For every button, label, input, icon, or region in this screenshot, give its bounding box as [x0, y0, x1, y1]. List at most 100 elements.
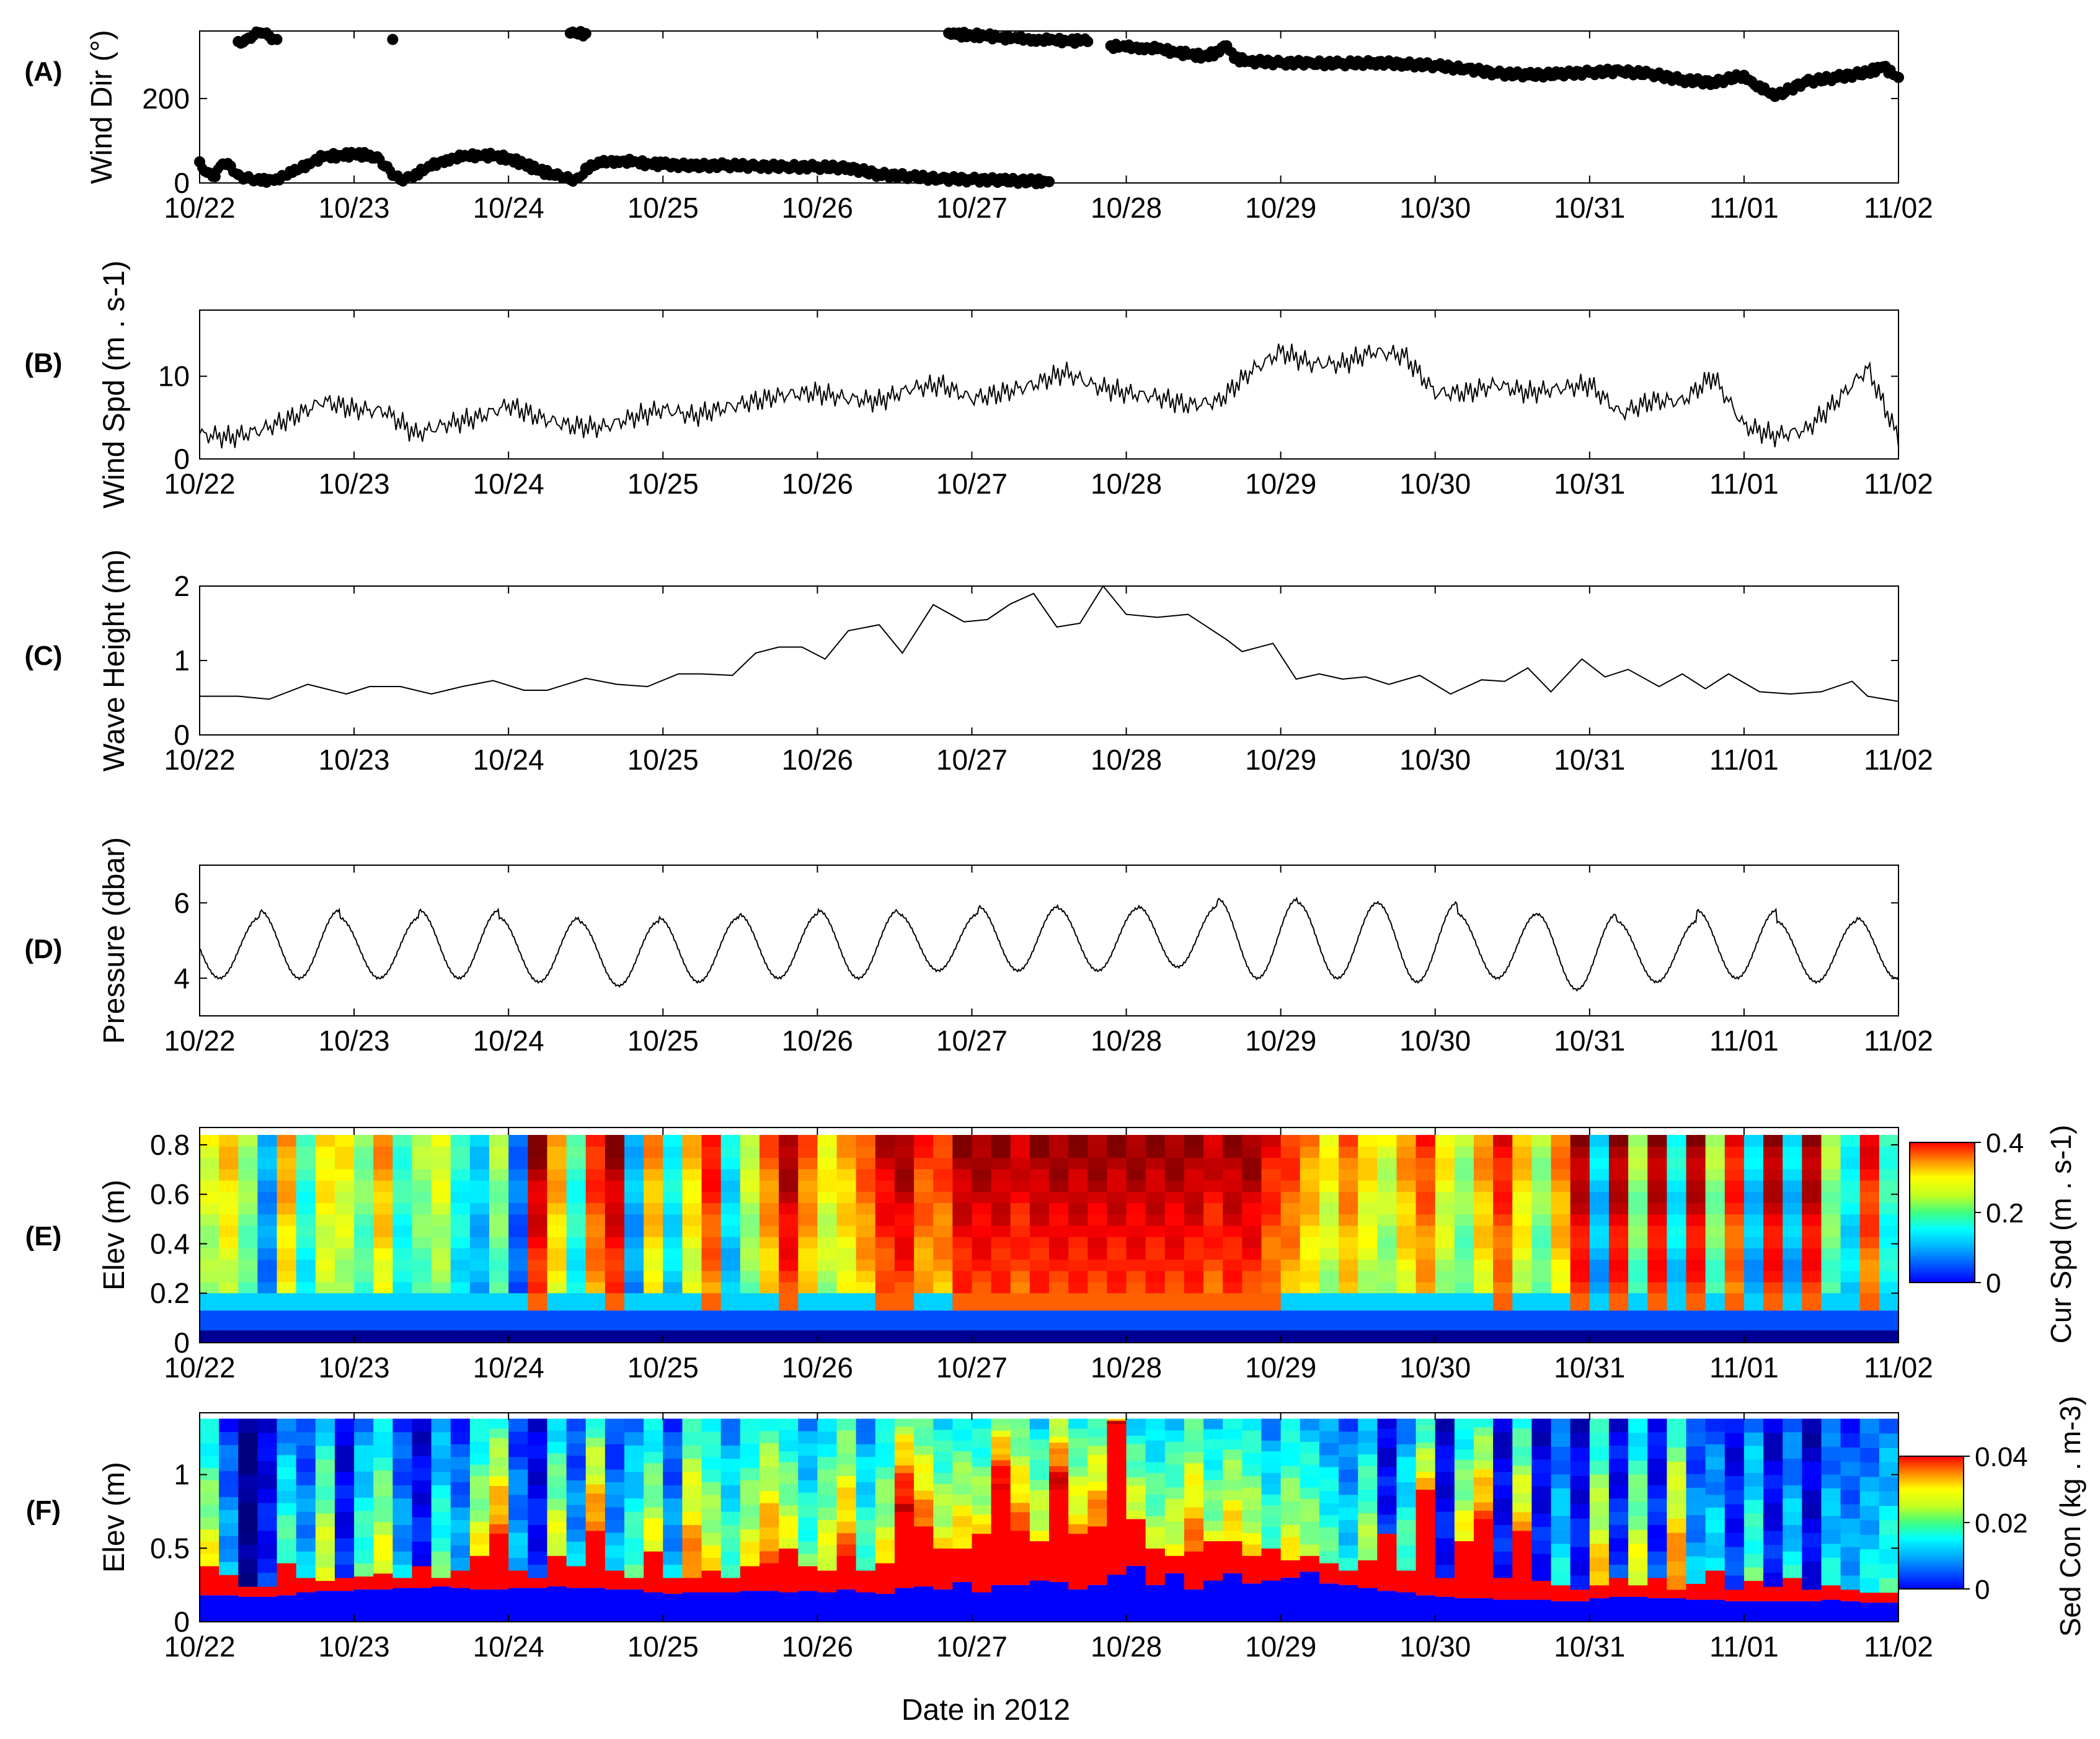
heatmap-cell — [856, 1281, 876, 1294]
heatmap-cell — [547, 1487, 567, 1499]
heatmap-cell — [720, 1270, 741, 1283]
heatmap-cell — [1010, 1281, 1030, 1294]
heatmap-cell — [991, 1454, 1011, 1461]
heatmap-cell — [1164, 1270, 1185, 1283]
heatmap-cell — [1802, 1433, 1822, 1448]
heatmap-cell — [219, 1146, 239, 1159]
heatmap-cell — [682, 1225, 702, 1237]
heatmap-cell — [1029, 1237, 1050, 1248]
heatmap-cell — [1454, 1270, 1474, 1283]
heatmap-cell — [1088, 1585, 1108, 1622]
heatmap-cell — [605, 1270, 625, 1283]
axes-box — [199, 1127, 1899, 1343]
heatmap-cell — [1763, 1572, 1783, 1587]
heatmap-cell — [1821, 1310, 1841, 1331]
heatmap-cell — [1126, 1418, 1146, 1428]
heatmap-cell — [1859, 1203, 1880, 1215]
heatmap-cell — [914, 1463, 934, 1473]
heatmap-cell — [1319, 1330, 1339, 1343]
heatmap-cell — [1300, 1475, 1320, 1488]
heatmap-cell — [1184, 1506, 1204, 1519]
heatmap-cell — [1589, 1259, 1610, 1271]
heatmap-cell — [277, 1430, 297, 1443]
heatmap-cell — [701, 1545, 722, 1559]
heatmap-cell — [450, 1507, 471, 1521]
heatmap-cell — [914, 1436, 934, 1446]
heatmap-cell — [1821, 1134, 1841, 1147]
heatmap-cell — [373, 1470, 393, 1483]
heatmap-cell — [334, 1524, 355, 1539]
x-tick-label: 10/24 — [473, 1351, 544, 1384]
heatmap-cell — [528, 1485, 548, 1499]
heatmap-cell — [200, 1310, 219, 1331]
heatmap-cell — [856, 1191, 876, 1203]
heatmap-cell — [798, 1281, 818, 1294]
heatmap-cell — [798, 1492, 818, 1505]
heatmap-cell — [1339, 1146, 1358, 1159]
heatmap-cell — [1300, 1270, 1320, 1283]
heatmap-cell — [1088, 1248, 1108, 1260]
heatmap-cell — [1126, 1485, 1146, 1495]
heatmap-cell — [1840, 1490, 1861, 1505]
heatmap-cell — [585, 1588, 606, 1622]
heatmap-cell — [836, 1544, 857, 1556]
heatmap-cell — [1821, 1571, 1841, 1586]
heatmap-cell — [1879, 1214, 1899, 1226]
heatmap-cell — [1821, 1293, 1841, 1311]
heatmap-cell — [1783, 1458, 1802, 1472]
heatmap-cell — [200, 1529, 219, 1542]
heatmap-cell — [1512, 1134, 1533, 1147]
heatmap-cell — [875, 1157, 895, 1170]
heatmap-cell — [489, 1505, 509, 1515]
heatmap-cell — [817, 1469, 838, 1482]
heatmap-cell — [585, 1191, 606, 1203]
heatmap-cell — [663, 1157, 683, 1170]
heatmap-cell — [1474, 1293, 1494, 1311]
heatmap-cell — [1647, 1564, 1667, 1578]
heatmap-cell — [1319, 1146, 1339, 1159]
heatmap-cell — [219, 1168, 239, 1181]
heatmap-cell — [1879, 1281, 1899, 1294]
heatmap-cell — [1570, 1225, 1590, 1237]
heatmap-cell — [392, 1498, 413, 1512]
heatmap-cell — [1743, 1270, 1764, 1283]
heatmap-cell — [1821, 1543, 1841, 1558]
heatmap-cell — [1859, 1225, 1880, 1237]
heatmap-cell — [1049, 1180, 1069, 1192]
heatmap-cell — [1589, 1543, 1610, 1558]
heatmap-cell — [1242, 1157, 1262, 1170]
heatmap-cell — [914, 1157, 934, 1170]
heatmap-cell — [373, 1547, 393, 1561]
heatmap-cell — [624, 1203, 644, 1215]
heatmap-cell — [1647, 1248, 1667, 1260]
heatmap-cell — [1416, 1214, 1436, 1226]
heatmap-cell — [508, 1146, 528, 1159]
heatmap-cell — [1628, 1515, 1648, 1530]
heatmap-cell — [1068, 1281, 1088, 1294]
heatmap-cell — [1145, 1548, 1166, 1585]
heatmap-cell — [759, 1168, 779, 1181]
heatmap-cell — [1203, 1469, 1223, 1480]
heatmap-cell — [315, 1580, 335, 1591]
heatmap-cell — [817, 1281, 838, 1294]
heatmap-cell — [257, 1544, 278, 1559]
heatmap-cell — [528, 1146, 548, 1159]
heatmap-cell — [701, 1469, 722, 1482]
heatmap-cell — [1531, 1599, 1552, 1622]
heatmap-cell — [933, 1214, 953, 1226]
heatmap-cell — [528, 1248, 548, 1260]
heatmap-cell — [933, 1270, 953, 1283]
heatmap-cell — [856, 1270, 876, 1283]
heatmap-cell — [508, 1180, 528, 1192]
heatmap-cell — [1164, 1281, 1185, 1294]
heatmap-cell — [720, 1551, 741, 1565]
heatmap-cell — [914, 1330, 934, 1343]
heatmap-cell — [1647, 1168, 1667, 1181]
heatmap-cell — [1377, 1293, 1398, 1311]
heatmap-cell — [277, 1191, 297, 1203]
x-tick-label: 11/02 — [1864, 468, 1933, 500]
heatmap-cell — [219, 1134, 239, 1147]
heatmap-cell — [1300, 1293, 1320, 1311]
heatmap-cell — [1319, 1270, 1339, 1283]
x-tick-label: 10/24 — [473, 1630, 544, 1663]
